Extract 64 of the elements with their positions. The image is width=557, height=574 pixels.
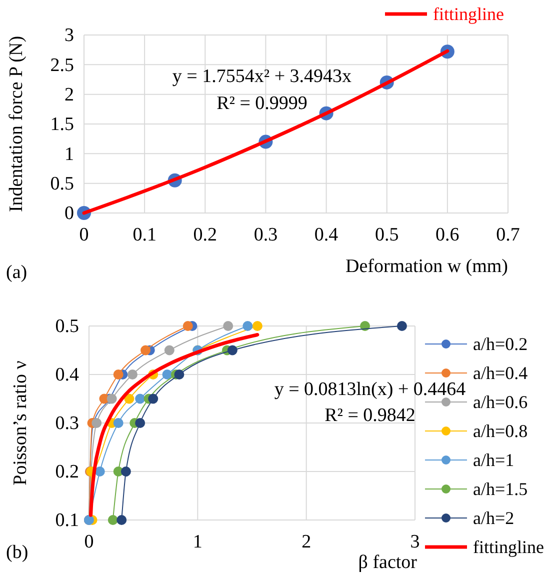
x-tick-label: 0.1 (132, 224, 156, 246)
y-tick-label: 1.5 (50, 114, 74, 136)
y-tick-label: 0.5 (55, 316, 79, 338)
point (135, 418, 146, 428)
point (174, 370, 184, 380)
annotation: R² = 0.9999 (216, 93, 308, 114)
legend-label: a/h=0.4 (473, 363, 528, 383)
x-tick-label: 0.6 (436, 224, 460, 246)
point (182, 321, 193, 331)
x-tick-label: 1 (192, 531, 202, 552)
y-tick-label: 1 (64, 144, 74, 165)
x-tick-label: 0.5 (374, 224, 399, 246)
legend-label: fittingline (473, 537, 544, 557)
point (120, 466, 131, 476)
legend-label: a/h=1.5 (473, 479, 528, 499)
legend-label: fittingline (433, 4, 504, 24)
point (162, 370, 172, 380)
x-tick-label: 3 (410, 531, 420, 552)
point (223, 321, 234, 331)
point (396, 321, 407, 331)
y-tick-label: 0.5 (50, 173, 74, 194)
annotation: R² = 0.9842 (324, 405, 416, 426)
point (113, 418, 124, 428)
y-tick-label: 0.1 (55, 510, 79, 532)
legend-label: a/h=0.6 (473, 392, 528, 412)
legend-label: a/h=0.2 (473, 334, 528, 354)
point (94, 466, 105, 476)
x-tick-label: 2 (302, 531, 312, 552)
y-tick-label: 0 (64, 203, 74, 224)
y-tick-label: 3 (64, 25, 74, 46)
text: (a) (6, 262, 28, 283)
point (252, 321, 262, 331)
point (116, 515, 127, 525)
x-tick-label: 0.2 (193, 224, 218, 246)
point (140, 345, 151, 356)
y-tick-label: 0.4 (55, 364, 80, 386)
x-tick-label: 0.4 (314, 224, 339, 246)
x-axis-title: β factor (358, 552, 418, 573)
x-tick-label: 0 (84, 531, 94, 552)
point (124, 394, 134, 404)
y-tick-label: 2.5 (50, 54, 74, 76)
point (92, 418, 102, 428)
legend-label: a/h=2 (473, 508, 514, 528)
y-tick-label: 2 (64, 84, 74, 106)
point (108, 515, 118, 525)
point (164, 345, 174, 356)
point (227, 345, 238, 356)
text: (b) (6, 542, 28, 563)
annotation: y = 1.7554x² + 3.4943x (172, 66, 352, 87)
legend-label: a/h=0.8 (473, 421, 528, 441)
legend-label: a/h=1 (473, 450, 514, 470)
y-axis-title: Poisson’s ratio ν (10, 360, 31, 486)
x-tick-label: 0.3 (254, 224, 278, 246)
y-axis-title: Indentation force P (N) (6, 36, 27, 212)
x-axis-title: Deformation w (mm) (345, 256, 508, 277)
point (148, 394, 158, 404)
point (242, 321, 253, 331)
annotation: y = 0.0813ln(x) + 0.4464 (274, 379, 466, 400)
point (113, 370, 124, 380)
y-tick-label: 0.2 (55, 462, 79, 483)
point (127, 370, 138, 380)
x-tick-label: 0.7 (496, 224, 520, 246)
y-tick-label: 0.3 (55, 413, 79, 434)
point (135, 394, 146, 404)
